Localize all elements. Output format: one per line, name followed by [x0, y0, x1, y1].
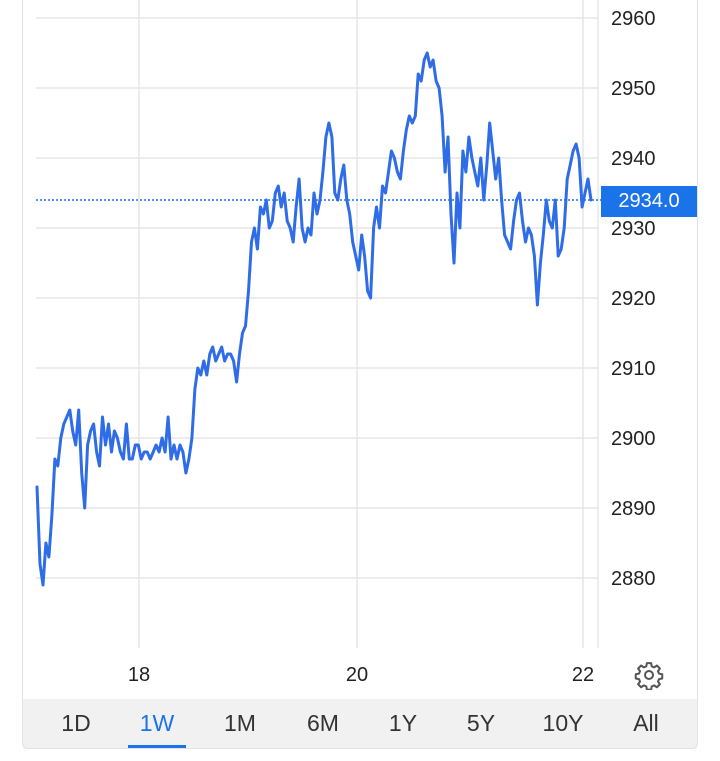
x-tick-label: 22 — [572, 664, 594, 686]
x-tick-label: 18 — [128, 664, 150, 686]
range-tab-1y[interactable]: 1Y — [368, 699, 438, 748]
y-tick-label: 2940 — [611, 148, 656, 170]
x-axis-tick-labels: 18 20 22 — [128, 664, 594, 686]
range-tab-label: 10Y — [542, 710, 584, 736]
range-tab-label: 1D — [61, 710, 91, 736]
range-tab-all[interactable]: All — [611, 699, 681, 748]
range-tab-6m[interactable]: 6M — [288, 699, 358, 748]
range-tab-1w[interactable]: 1W — [122, 699, 192, 748]
y-axis-tick-labels: 2960 2950 2940 2930 2920 2910 2900 2890 2880 — [611, 8, 656, 590]
range-tab-label: 1W — [139, 710, 175, 736]
range-tab-10y[interactable]: 10Y — [528, 699, 598, 748]
range-tab-label: 1M — [224, 710, 256, 736]
range-tab-label: 1Y — [388, 710, 418, 736]
y-tick-label: 2910 — [611, 358, 656, 380]
y-tick-label: 2950 — [611, 78, 656, 100]
range-tab-label: 6M — [307, 710, 339, 736]
y-tick-label: 2900 — [611, 428, 656, 450]
y-tick-label: 2890 — [611, 498, 656, 520]
range-tab-label: 5Y — [466, 710, 496, 736]
range-tab-1d[interactable]: 1D — [41, 699, 111, 748]
current-price-badge: 2934.0 — [601, 186, 697, 217]
y-tick-label: 2930 — [611, 218, 656, 240]
range-tab-5y[interactable]: 5Y — [446, 699, 516, 748]
gear-icon[interactable] — [634, 660, 664, 691]
x-tick-label: 20 — [346, 664, 368, 686]
price-chart[interactable]: 2960 2950 2940 2930 2920 2910 2900 2890 2880 18 2… — [0, 0, 720, 700]
active-tab-underline — [128, 745, 186, 748]
y-tick-label: 2920 — [611, 288, 656, 310]
range-tab-label: All — [633, 710, 659, 736]
chart-grid — [36, 0, 599, 648]
time-range-selector: 1D 1W 1M 6M 1Y 5Y 10Y All — [23, 699, 697, 748]
price-series-line — [35, 51, 593, 587]
range-tab-1m[interactable]: 1M — [205, 699, 275, 748]
y-tick-label: 2880 — [611, 568, 656, 590]
y-tick-label: 2960 — [611, 8, 656, 30]
